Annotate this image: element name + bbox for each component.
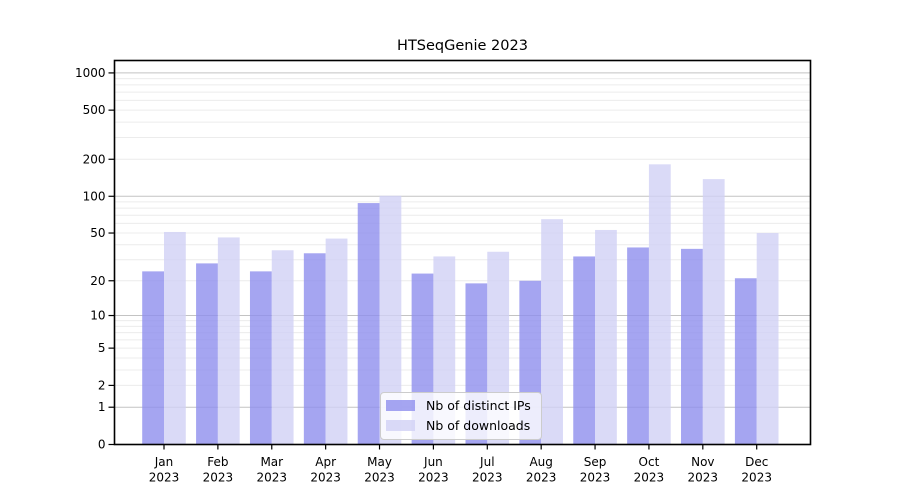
x-tick-label: Oct 2023 xyxy=(634,455,665,485)
bar-distinct-ips-feb xyxy=(196,263,218,445)
x-tick-label: Apr 2023 xyxy=(310,455,341,485)
x-tick-label: Jan 2023 xyxy=(149,455,180,485)
y-tick-label: 20 xyxy=(90,274,105,288)
y-tick-label: 5 xyxy=(98,341,106,355)
x-tick-label: Feb 2023 xyxy=(203,455,234,485)
bar-distinct-ips-may xyxy=(357,203,380,445)
x-tick-label: Nov 2023 xyxy=(688,455,719,485)
bar-downloads-aug xyxy=(541,219,563,445)
y-tick-label: 200 xyxy=(83,152,106,166)
bar-distinct-ips-jan xyxy=(142,271,164,445)
legend-swatch-downloads xyxy=(386,420,415,431)
bar-downloads-dec xyxy=(756,233,779,445)
bar-downloads-oct xyxy=(648,164,671,445)
bar-downloads-may xyxy=(379,195,402,445)
bar-downloads-feb xyxy=(217,237,240,445)
bar-distinct-ips-oct xyxy=(627,247,649,445)
bar-distinct-ips-nov xyxy=(681,248,703,445)
y-tick-label: 2 xyxy=(98,378,106,392)
x-tick-label: Mar 2023 xyxy=(256,455,287,485)
plot-frame xyxy=(113,59,812,446)
legend-item-distinct-ips: Nb of distinct IPs xyxy=(386,398,531,413)
y-tick-label: 500 xyxy=(83,103,106,117)
y-tick-label: 1 xyxy=(98,400,106,414)
legend-item-downloads: Nb of downloads xyxy=(386,418,531,433)
bar-distinct-ips-sep xyxy=(573,256,596,445)
legend: Nb of distinct IPs Nb of downloads xyxy=(380,392,542,440)
x-tick-label: May 2023 xyxy=(364,455,395,485)
chart-title: HTSeqGenie 2023 xyxy=(397,38,528,54)
legend-label-downloads: Nb of downloads xyxy=(426,418,531,433)
x-tick-label: Jul 2023 xyxy=(472,455,503,485)
bar-downloads-nov xyxy=(702,179,725,445)
y-tick-label: 1000 xyxy=(75,66,106,80)
bar-downloads-sep xyxy=(595,229,617,445)
bar-distinct-ips-mar xyxy=(249,271,272,445)
bar-distinct-ips-apr xyxy=(303,253,326,445)
x-tick-label: Jun 2023 xyxy=(418,455,449,485)
legend-swatch-distinct-ips xyxy=(386,400,415,411)
y-tick-label: 10 xyxy=(90,309,105,323)
bar-downloads-jan xyxy=(164,231,186,445)
x-tick-label: Aug 2023 xyxy=(526,455,557,485)
legend-label-distinct-ips: Nb of distinct IPs xyxy=(426,398,531,413)
y-tick-label: 0 xyxy=(98,438,106,452)
x-tick-label: Dec 2023 xyxy=(741,455,772,485)
y-tick-label: 100 xyxy=(83,189,106,203)
bar-downloads-apr xyxy=(325,238,348,445)
bar-distinct-ips-dec xyxy=(734,278,757,445)
x-tick-label: Sep 2023 xyxy=(580,455,611,485)
y-tick-label: 50 xyxy=(90,226,105,240)
bar-downloads-mar xyxy=(271,250,294,445)
